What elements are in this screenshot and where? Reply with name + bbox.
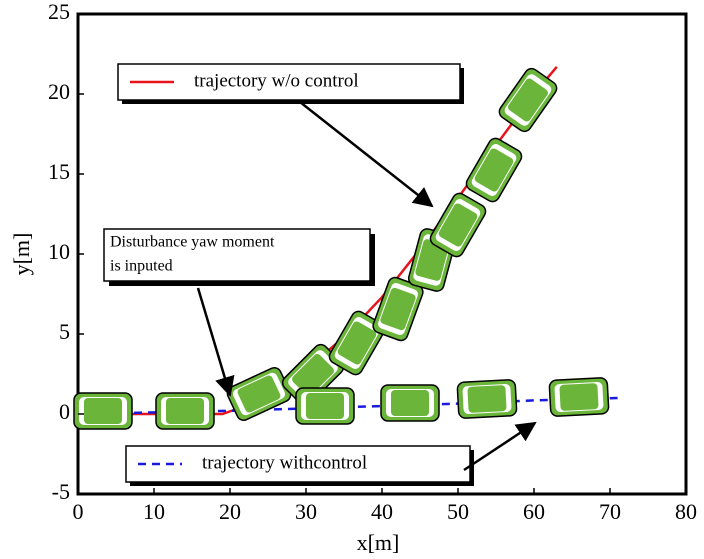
y-tick-label: 10 xyxy=(48,239,70,264)
arrow xyxy=(464,423,535,470)
vehicle-roof xyxy=(166,398,204,424)
y-tick-label: 20 xyxy=(48,79,70,104)
x-tick-label: 30 xyxy=(295,499,317,524)
x-tick-label: 0 xyxy=(73,499,84,524)
x-tick-label: 50 xyxy=(447,499,469,524)
legend-label: trajectory withcontrol xyxy=(202,452,367,473)
arrow xyxy=(300,102,432,206)
x-tick-label: 70 xyxy=(599,499,621,524)
annotation-text: Disturbance yaw moment xyxy=(110,234,275,251)
y-tick-label: 5 xyxy=(59,319,70,344)
vehicle xyxy=(156,393,214,429)
y-tick-label: 15 xyxy=(48,159,70,184)
x-tick-label: 80 xyxy=(675,499,697,524)
vehicle xyxy=(464,136,524,204)
arrow xyxy=(198,288,230,395)
vehicle xyxy=(549,378,609,417)
chart: trajectory w/o control trajectory withcon… xyxy=(0,0,704,559)
vehicle-roof xyxy=(391,390,429,416)
y-axis-label: y[m] xyxy=(9,233,34,276)
vehicle xyxy=(296,388,354,424)
annotation-text: is inputed xyxy=(110,258,173,275)
legend-label: trajectory w/o control xyxy=(194,70,359,91)
y-tick-label: 25 xyxy=(48,0,70,24)
x-tick-label: 40 xyxy=(371,499,393,524)
x-tick-label: 20 xyxy=(219,499,241,524)
x-tick-label: 60 xyxy=(523,499,545,524)
vehicle-roof xyxy=(84,398,122,424)
vehicle xyxy=(74,393,132,429)
y-tick-label: -5 xyxy=(52,479,70,504)
x-tick-label: 10 xyxy=(143,499,165,524)
y-tick-label: 0 xyxy=(59,399,70,424)
vehicle-roof xyxy=(467,385,506,413)
vehicle xyxy=(457,380,517,419)
vehicle xyxy=(225,365,293,422)
vehicle-roof xyxy=(559,383,598,411)
vehicle-roof xyxy=(306,393,344,419)
vehicle xyxy=(381,385,439,421)
x-axis-label: x[m] xyxy=(357,530,400,555)
